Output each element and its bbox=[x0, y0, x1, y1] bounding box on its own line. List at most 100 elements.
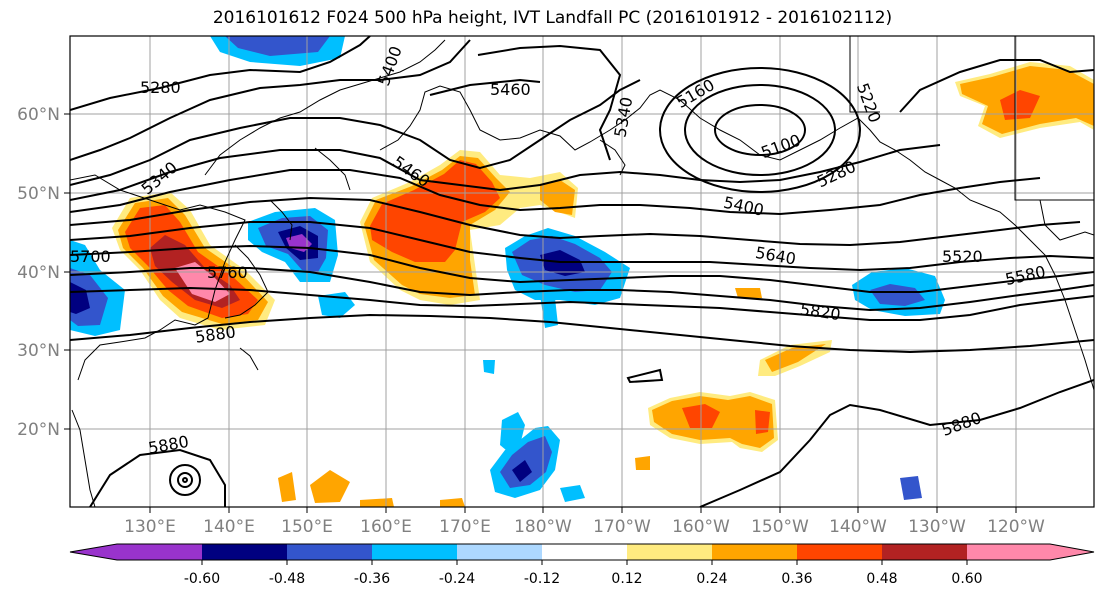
contour-label: 5400 bbox=[374, 44, 406, 89]
low-center-contour bbox=[684, 84, 836, 176]
colorbar-segment bbox=[542, 544, 627, 560]
contour-label: 5340 bbox=[138, 158, 181, 199]
height-contour bbox=[70, 267, 1094, 312]
height-contour bbox=[70, 36, 371, 111]
lon-tick-label: 130°W bbox=[908, 517, 966, 537]
latitude-axis-labels: 20°N 30°N 40°N 50°N 60°N bbox=[17, 105, 60, 440]
contour-label: 5880 bbox=[147, 432, 190, 458]
height-contour bbox=[70, 169, 1041, 216]
colorbar-segment bbox=[202, 544, 287, 560]
coastline bbox=[204, 39, 446, 176]
ivt-positive-patch bbox=[735, 288, 762, 298]
colorbar-outline bbox=[69, 543, 1095, 561]
colorbar-tick-label: 0.60 bbox=[951, 571, 982, 587]
low-center-contour bbox=[177, 472, 193, 488]
colorbar: -0.60 -0.48 -0.36 -0.24 -0.12 0.12 0.24 … bbox=[69, 543, 1095, 587]
lon-tick-label: 170°E bbox=[439, 517, 491, 537]
ivt-positive-patch bbox=[540, 180, 575, 215]
colorbar-segment bbox=[457, 544, 542, 560]
lon-tick-label: 140°E bbox=[203, 517, 255, 537]
lat-tick-label: 40°N bbox=[17, 263, 60, 283]
ivt-positive-patch bbox=[360, 498, 394, 507]
height-contour bbox=[70, 196, 1081, 247]
coastline bbox=[70, 174, 246, 381]
ivt-negative-patch bbox=[870, 284, 925, 306]
lat-tick-label: 20°N bbox=[17, 420, 60, 440]
low-center-contour bbox=[714, 104, 806, 156]
map-title: 2016101612 F024 500 hPa height, IVT Land… bbox=[212, 8, 893, 28]
colorbar-segment bbox=[797, 544, 882, 560]
low-center-contour bbox=[182, 477, 188, 483]
colorbar-tick-label: -0.36 bbox=[354, 571, 390, 587]
contour-label: 5460 bbox=[490, 80, 531, 99]
lon-tick-label: 130°E bbox=[124, 517, 176, 537]
longitude-axis-labels: 130°E 140°E 150°E 160°E 170°E 180°W 170°… bbox=[124, 517, 1045, 537]
colorbar-tick-label: 0.24 bbox=[696, 571, 727, 587]
height-contour bbox=[70, 286, 1094, 321]
ivt-positive-patch bbox=[1000, 90, 1040, 120]
contour-labels: 5280 5340 5400 5460 5160 5100 5220 5280 … bbox=[70, 44, 1047, 458]
height-contour bbox=[70, 39, 471, 161]
coastline bbox=[849, 36, 880, 113]
colorbar-tick-label: -0.48 bbox=[269, 571, 305, 587]
ivt-negative-patch bbox=[70, 282, 90, 314]
coastline bbox=[379, 85, 1094, 391]
ivt-negative-patch bbox=[900, 476, 922, 500]
height-contour bbox=[699, 379, 1094, 507]
colorbar-segment bbox=[967, 544, 1094, 560]
lon-tick-label: 160°E bbox=[360, 517, 412, 537]
coastline bbox=[71, 409, 96, 507]
low-center-contour bbox=[169, 464, 201, 496]
lat-tick-label: 30°N bbox=[17, 341, 60, 361]
lat-tick-label: 60°N bbox=[17, 105, 60, 125]
height-contour bbox=[477, 44, 622, 161]
colorbar-tick-label: 0.48 bbox=[866, 571, 897, 587]
colorbar-tick-label: -0.24 bbox=[439, 571, 475, 587]
height-contour bbox=[70, 79, 641, 186]
lat-tick-label: 50°N bbox=[17, 184, 60, 204]
contour-label: 5100 bbox=[758, 130, 803, 162]
colorbar-tick-label: 0.36 bbox=[781, 571, 812, 587]
colorbar-tick-label: -0.60 bbox=[184, 571, 220, 587]
ivt-negative-patch bbox=[225, 36, 330, 56]
contour-label: 5400 bbox=[722, 193, 766, 220]
lon-tick-label: 140°W bbox=[829, 517, 887, 537]
ivt-negative-patch bbox=[560, 485, 585, 502]
height-contour bbox=[70, 244, 1094, 293]
ivt-positive-patch bbox=[440, 498, 465, 507]
height-contour bbox=[70, 144, 941, 201]
colorbar-segment bbox=[712, 544, 797, 560]
low-center-contour bbox=[659, 67, 861, 193]
coastline bbox=[599, 139, 626, 176]
lon-tick-label: 120°W bbox=[987, 517, 1045, 537]
tick-marks bbox=[64, 113, 1017, 513]
ivt-positive-patch bbox=[310, 470, 350, 503]
ivt-shading bbox=[70, 36, 1094, 507]
coastlines bbox=[70, 36, 1094, 507]
lon-tick-label: 160°W bbox=[672, 517, 730, 537]
height-contour bbox=[70, 221, 1094, 272]
colorbar-segment bbox=[70, 544, 202, 560]
height-contour bbox=[899, 59, 1094, 113]
coastline bbox=[314, 147, 351, 191]
colorbar-segment bbox=[287, 544, 372, 560]
lon-tick-label: 150°E bbox=[281, 517, 333, 537]
ivt-positive-patch bbox=[278, 472, 296, 502]
height-contour bbox=[429, 78, 541, 96]
contour-label: 5280 bbox=[814, 157, 859, 191]
height-contours bbox=[70, 36, 1094, 507]
coastline bbox=[239, 347, 259, 371]
contour-label: 5880 bbox=[939, 408, 984, 440]
contour-label: 5520 bbox=[942, 247, 983, 266]
lon-tick-label: 170°W bbox=[593, 517, 651, 537]
colorbar-segment bbox=[627, 544, 712, 560]
contour-label: 5880 bbox=[194, 322, 237, 346]
coastline bbox=[1039, 199, 1094, 241]
ivt-negative-patch bbox=[512, 460, 532, 482]
lon-tick-label: 150°W bbox=[751, 517, 809, 537]
height-contour bbox=[70, 313, 1094, 354]
ivt-negative-patch bbox=[483, 360, 495, 374]
contour-label: 5280 bbox=[140, 78, 181, 97]
ivt-positive-patch bbox=[635, 456, 650, 470]
